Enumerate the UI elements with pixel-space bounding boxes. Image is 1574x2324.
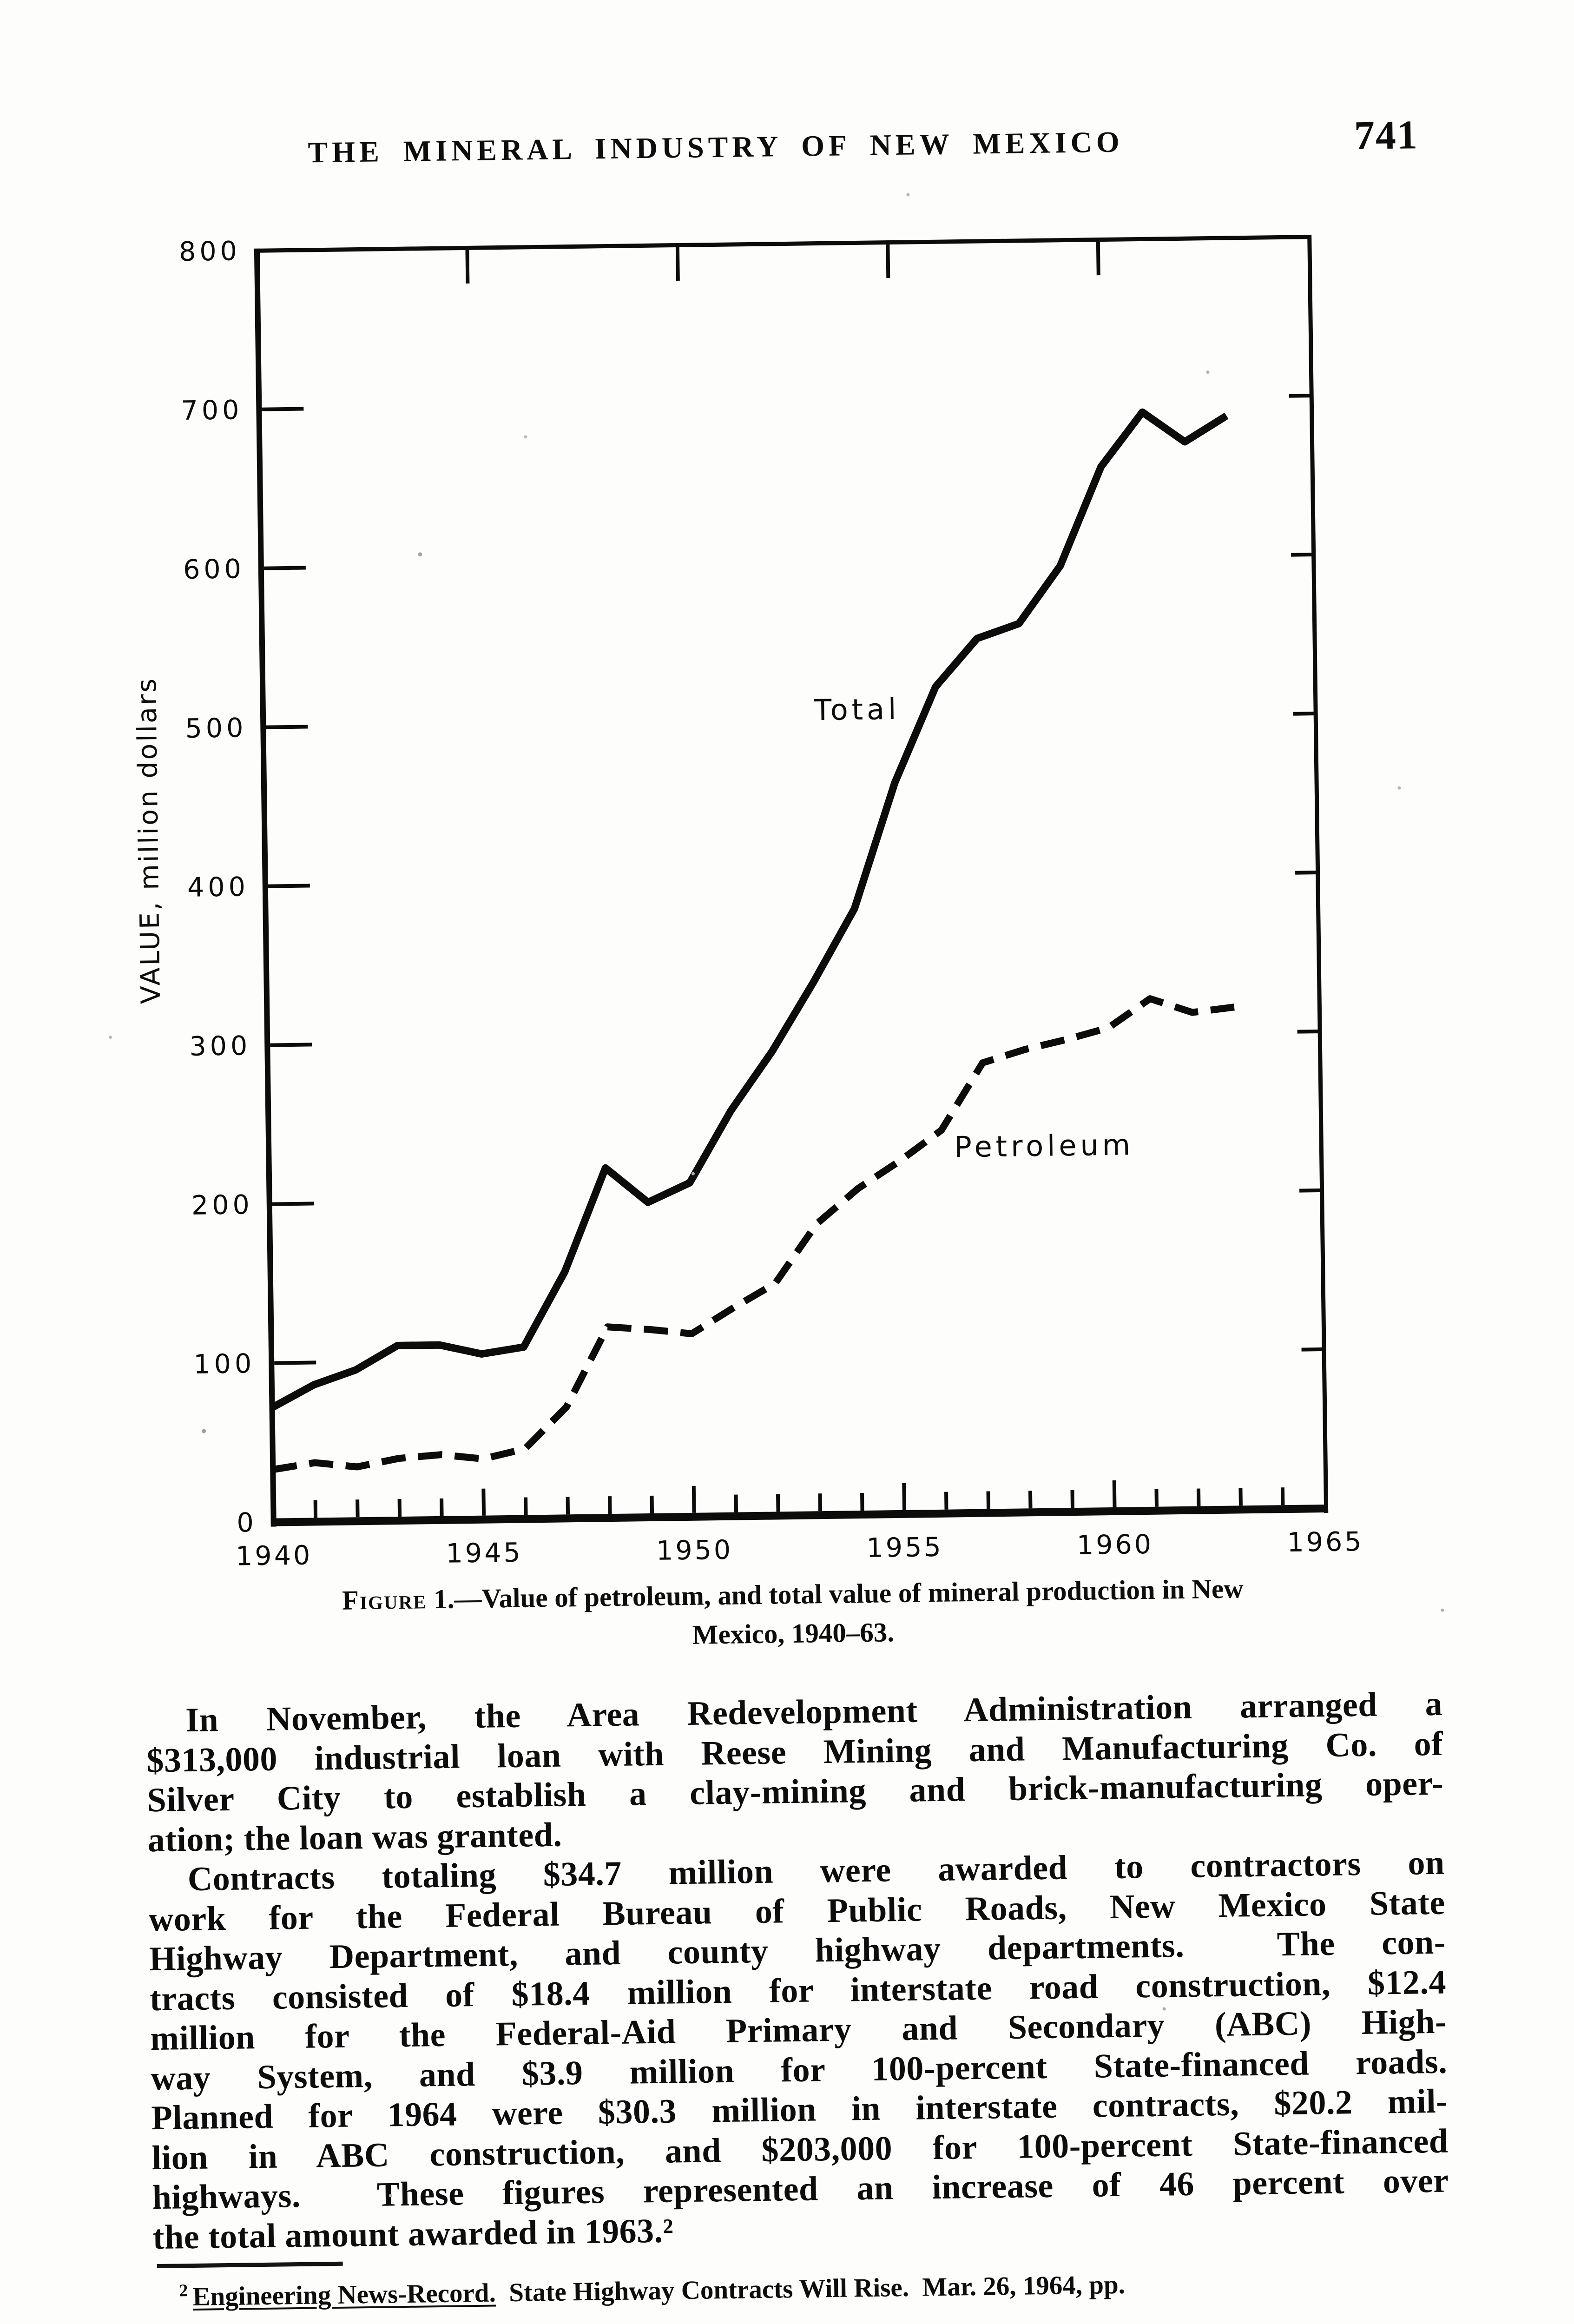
y-tick-label: 300 xyxy=(189,1030,251,1062)
x-tick-minor xyxy=(608,1496,612,1514)
x-tick-label: 1955 xyxy=(866,1532,943,1564)
y-tick-right xyxy=(1301,1347,1323,1352)
body-text: In November, the Area Redevelopment Admi… xyxy=(146,1684,1449,2258)
x-tick-top xyxy=(465,250,470,284)
y-tick-label: 100 xyxy=(193,1348,256,1380)
x-tick-minor xyxy=(734,1494,738,1512)
y-tick-left xyxy=(272,1202,314,1206)
x-tick-minor xyxy=(986,1491,990,1509)
y-axis-line xyxy=(254,248,277,1527)
figure-caption-label: Figure xyxy=(342,1584,427,1616)
y-tick-right xyxy=(1295,871,1317,875)
footnote-rule xyxy=(157,2261,343,2269)
y-tick-label: 400 xyxy=(187,872,250,903)
footnote: 2 Engineering News-Record. State Highway … xyxy=(153,2263,1451,2324)
x-tick-minor xyxy=(776,1494,780,1512)
plot-right-border xyxy=(1307,235,1329,1513)
x-tick-minor xyxy=(860,1492,864,1511)
x-tick-minor xyxy=(1154,1489,1159,1507)
paragraph: Contracts totaling $34.7 million were aw… xyxy=(148,1843,1449,2258)
y-tick-label: 200 xyxy=(191,1189,254,1221)
y-tick-right xyxy=(1289,394,1310,398)
x-tick-minor xyxy=(440,1498,444,1516)
x-tick-minor xyxy=(313,1500,318,1518)
y-tick-left xyxy=(274,1360,316,1365)
x-tick-top xyxy=(886,244,890,278)
y-tick-right xyxy=(1297,1030,1318,1034)
x-tick-minor xyxy=(1238,1488,1243,1506)
x-tick-minor xyxy=(356,1499,360,1518)
x-tick-minor xyxy=(397,1499,402,1517)
y-tick-label: 0 xyxy=(237,1507,257,1538)
x-tick-minor xyxy=(1028,1491,1033,1509)
petroleum-label: Petroleum xyxy=(954,1128,1134,1164)
x-tick-label: 1945 xyxy=(446,1538,523,1569)
x-tick-minor xyxy=(818,1493,823,1512)
y-tick-left xyxy=(262,407,304,411)
x-tick-minor xyxy=(944,1492,948,1510)
footnote-text: State Highway Contracts Will Rise. Mar. … xyxy=(495,2270,1126,2308)
x-axis-line xyxy=(270,1504,1329,1526)
x-tick-major xyxy=(481,1488,486,1516)
x-tick-minor xyxy=(650,1495,654,1513)
x-tick-major xyxy=(902,1483,907,1510)
y-tick-label: 700 xyxy=(181,395,243,426)
x-tick-top xyxy=(675,247,680,281)
plot-top-border xyxy=(254,235,1311,253)
x-tick-top xyxy=(1096,242,1100,276)
y-tick-label: 500 xyxy=(185,713,247,744)
x-tick-label: 1965 xyxy=(1287,1526,1364,1558)
x-tick-label: 1950 xyxy=(656,1535,733,1566)
paragraph: In November, the Area Redevelopment Admi… xyxy=(146,1684,1444,1860)
x-tick-minor xyxy=(524,1497,528,1515)
x-tick-minor xyxy=(1196,1488,1201,1506)
x-tick-major xyxy=(692,1486,696,1513)
y-tick-label: 600 xyxy=(183,554,245,585)
x-tick-label: 1940 xyxy=(236,1540,313,1572)
footnote-marker: 2 xyxy=(179,2281,188,2301)
y-tick-left xyxy=(266,725,308,729)
y-tick-right xyxy=(1299,1188,1321,1193)
footnote-source: Engineering News-Record. xyxy=(192,2278,496,2312)
y-tick-right xyxy=(1291,553,1312,557)
x-tick-minor xyxy=(1070,1490,1074,1508)
figure-caption: Figure 1.—Value of petroleum, and total … xyxy=(144,1566,1442,1662)
x-tick-label: 1960 xyxy=(1077,1529,1154,1561)
x-tick-minor xyxy=(566,1497,570,1515)
figure-chart: 0 100 200 300 400 500 600 700 800 1940 1945 1950 195… xyxy=(132,235,1364,1572)
y-tick-left xyxy=(270,1043,312,1047)
total-label: Total xyxy=(813,692,900,727)
y-axis-title: VALUE, million dollars xyxy=(132,677,166,1004)
x-tick-minor xyxy=(1280,1487,1285,1505)
y-tick-left xyxy=(268,884,310,888)
petroleum-line xyxy=(272,995,1235,1473)
y-tick-right xyxy=(1293,712,1314,716)
y-tick-label: 800 xyxy=(179,236,241,267)
x-tick-major xyxy=(1112,1480,1117,1507)
total-line xyxy=(270,408,1229,1411)
figure-caption-rest: 1.—Value of petroleum, and total value o… xyxy=(426,1573,1244,1615)
y-tick-left xyxy=(263,566,306,570)
